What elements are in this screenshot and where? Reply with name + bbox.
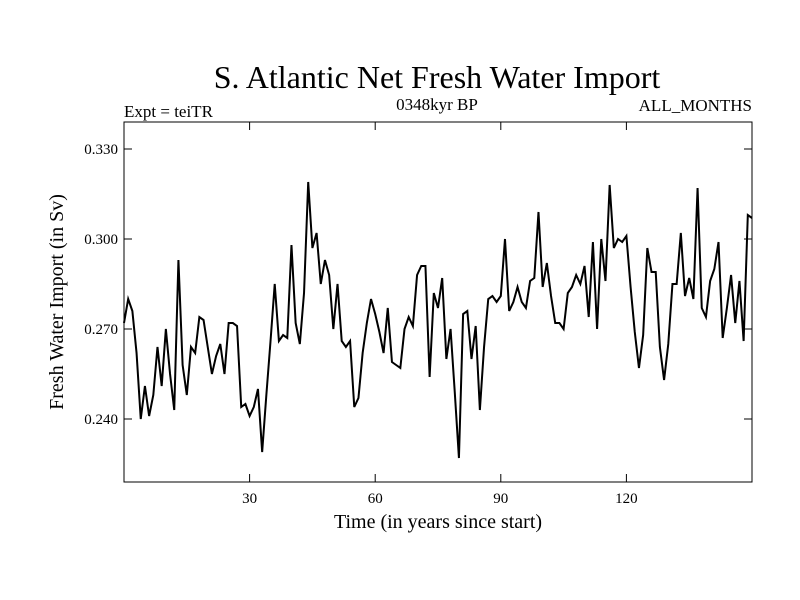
x-tick-label: 120 xyxy=(615,491,638,507)
time-period-label: 0348kyr BP xyxy=(396,95,478,114)
x-tick-label: 90 xyxy=(493,491,508,507)
x-axis-label: Time (in years since start) xyxy=(334,511,542,533)
series-layer xyxy=(123,181,753,459)
y-tick-label: 0.270 xyxy=(84,322,118,338)
x-axis: 30 60 90 120 xyxy=(242,122,638,507)
y-axis-label: Fresh Water Import (in Sv) xyxy=(46,194,68,410)
chart-title: S. Atlantic Net Fresh Water Import xyxy=(214,59,661,95)
y-tick-label: 0.240 xyxy=(84,412,118,428)
y-tick-label: 0.330 xyxy=(84,142,118,158)
series-line xyxy=(123,181,753,459)
experiment-label: Expt = teiTR xyxy=(124,102,214,121)
x-tick-label: 30 xyxy=(242,491,257,507)
months-label: ALL_MONTHS xyxy=(639,96,752,115)
y-tick-label: 0.300 xyxy=(84,232,118,248)
y-axis: 0.240 0.270 0.300 0.330 xyxy=(84,142,752,428)
x-tick-label: 60 xyxy=(368,491,383,507)
plot-frame xyxy=(123,121,753,483)
